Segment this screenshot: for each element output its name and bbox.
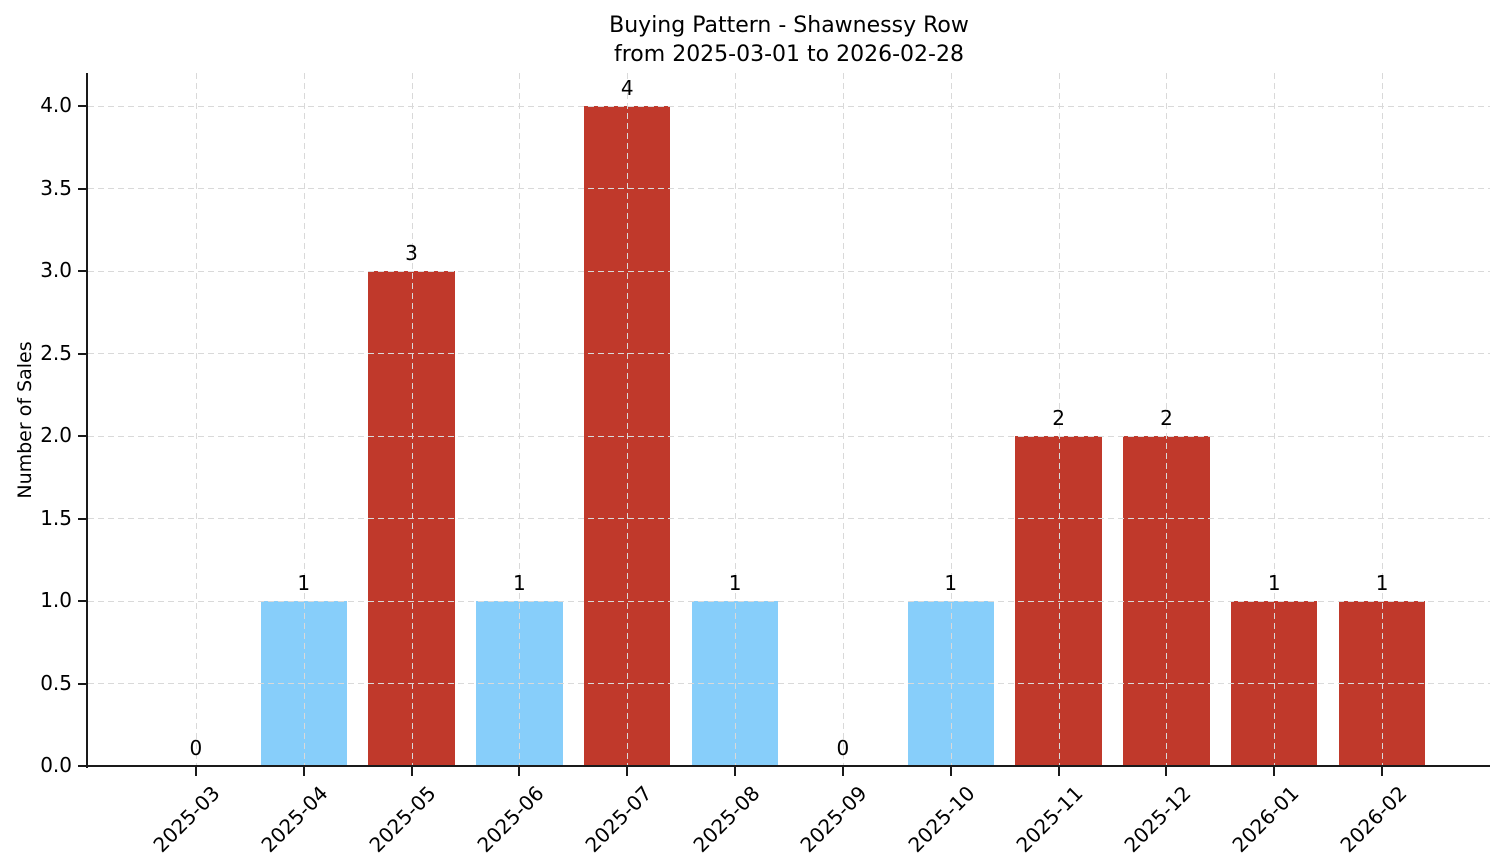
v-gridline-2025-03: [195, 73, 197, 766]
x-tick-mark: [1165, 767, 1168, 776]
h-gridline-3.0: [88, 270, 1490, 272]
v-gridline-2026-02: [1382, 73, 1384, 766]
x-tick-mark: [734, 767, 737, 776]
x-tick-label: 2025-03: [148, 781, 225, 858]
chart-subtitle: from 2025-03-01 to 2026-02-28: [614, 42, 964, 67]
v-gridline-2025-07: [627, 73, 629, 766]
x-tick-label: 2025-04: [256, 781, 333, 858]
y-tick-mark: [78, 105, 86, 107]
y-tick-mark: [78, 765, 86, 767]
x-tick-label: 2025-06: [472, 781, 549, 858]
x-tick-mark: [1381, 767, 1384, 776]
v-gridline-2025-12: [1166, 73, 1168, 766]
v-gridline-2025-06: [519, 73, 521, 766]
h-gridline-2.5: [88, 353, 1490, 354]
y-tick-label: 4.0: [40, 93, 72, 117]
y-tick-mark: [78, 600, 86, 602]
x-tick-mark: [518, 767, 521, 776]
x-tick-mark: [626, 767, 629, 776]
bar-value-label-2025-03: 0: [189, 736, 203, 760]
x-tick-label: 2025-08: [687, 781, 765, 858]
y-tick-label: 0.5: [40, 670, 72, 695]
x-tick-label: 2026-01: [1227, 781, 1304, 858]
y-tick-mark: [78, 270, 86, 272]
x-tick-label: 2025-11: [1011, 781, 1088, 858]
x-tick-label: 2025-10: [903, 781, 980, 858]
bar-value-label-2026-01: 1: [1267, 571, 1281, 595]
h-gridline-1.5: [88, 518, 1490, 519]
x-tick-label: 2025-07: [580, 781, 657, 858]
bar-value-label-2025-11: 2: [1052, 406, 1065, 430]
bar-value-label-2025-06: 1: [513, 571, 526, 595]
v-gridline-2026-01: [1274, 73, 1276, 766]
x-tick-label: 2025-12: [1119, 781, 1196, 858]
x-tick-mark: [410, 767, 413, 776]
x-tick-mark: [1273, 767, 1276, 776]
h-gridline-4.0: [88, 105, 1490, 107]
v-gridline-2025-08: [735, 73, 737, 766]
y-tick-mark: [78, 517, 86, 520]
v-gridline-2025-09: [842, 73, 844, 766]
h-gridline-2.0: [88, 435, 1490, 437]
y-tick-mark: [78, 682, 86, 685]
y-tick-mark: [78, 435, 86, 437]
x-tick-label: 2025-05: [364, 781, 441, 858]
v-gridline-2025-05: [411, 73, 413, 766]
x-tick-mark: [841, 767, 844, 776]
h-gridline-3.5: [88, 188, 1490, 189]
v-gridline-2025-10: [950, 73, 952, 766]
h-gridline-1.0: [88, 600, 1490, 602]
x-tick-mark: [194, 767, 197, 776]
bar-value-label-2026-02: 1: [1375, 571, 1389, 595]
h-gridline-0.5: [88, 683, 1490, 684]
bar-value-label-2025-12: 2: [1160, 406, 1173, 430]
y-tick-mark: [78, 352, 86, 355]
bar-value-label-2025-09: 0: [836, 736, 850, 760]
y-tick-label: 1.5: [40, 505, 72, 530]
bar-value-label-2025-04: 1: [297, 571, 311, 595]
x-tick-mark: [1057, 767, 1060, 776]
y-tick-label: 3.5: [40, 175, 72, 200]
y-tick-label: 3.0: [40, 258, 72, 282]
bar-value-label-2025-10: 1: [944, 571, 958, 595]
x-tick-mark: [949, 767, 952, 776]
y-axis-line: [86, 73, 88, 768]
bar-value-label-2025-08: 1: [728, 571, 742, 595]
y-tick-label: 2.0: [40, 423, 72, 447]
bar-value-label-2025-05: 3: [405, 241, 418, 265]
y-tick-mark: [78, 187, 86, 190]
y-tick-label: 2.5: [40, 340, 72, 365]
x-tick-label: 2025-09: [795, 781, 872, 858]
v-gridline-2025-04: [303, 73, 305, 766]
x-tick-mark: [302, 767, 305, 776]
chart-title-block: Buying Pattern - Shawnessy Row from 2025…: [88, 11, 1490, 69]
y-tick-label: 0.0: [40, 753, 72, 777]
bar-value-label-2025-07: 4: [620, 76, 634, 100]
x-axis-line: [86, 765, 1490, 767]
y-tick-label: 1.0: [40, 588, 72, 612]
chart-title: Buying Pattern - Shawnessy Row: [609, 13, 969, 38]
x-tick-label: 2026-02: [1335, 781, 1412, 858]
v-gridline-2025-11: [1058, 73, 1060, 766]
